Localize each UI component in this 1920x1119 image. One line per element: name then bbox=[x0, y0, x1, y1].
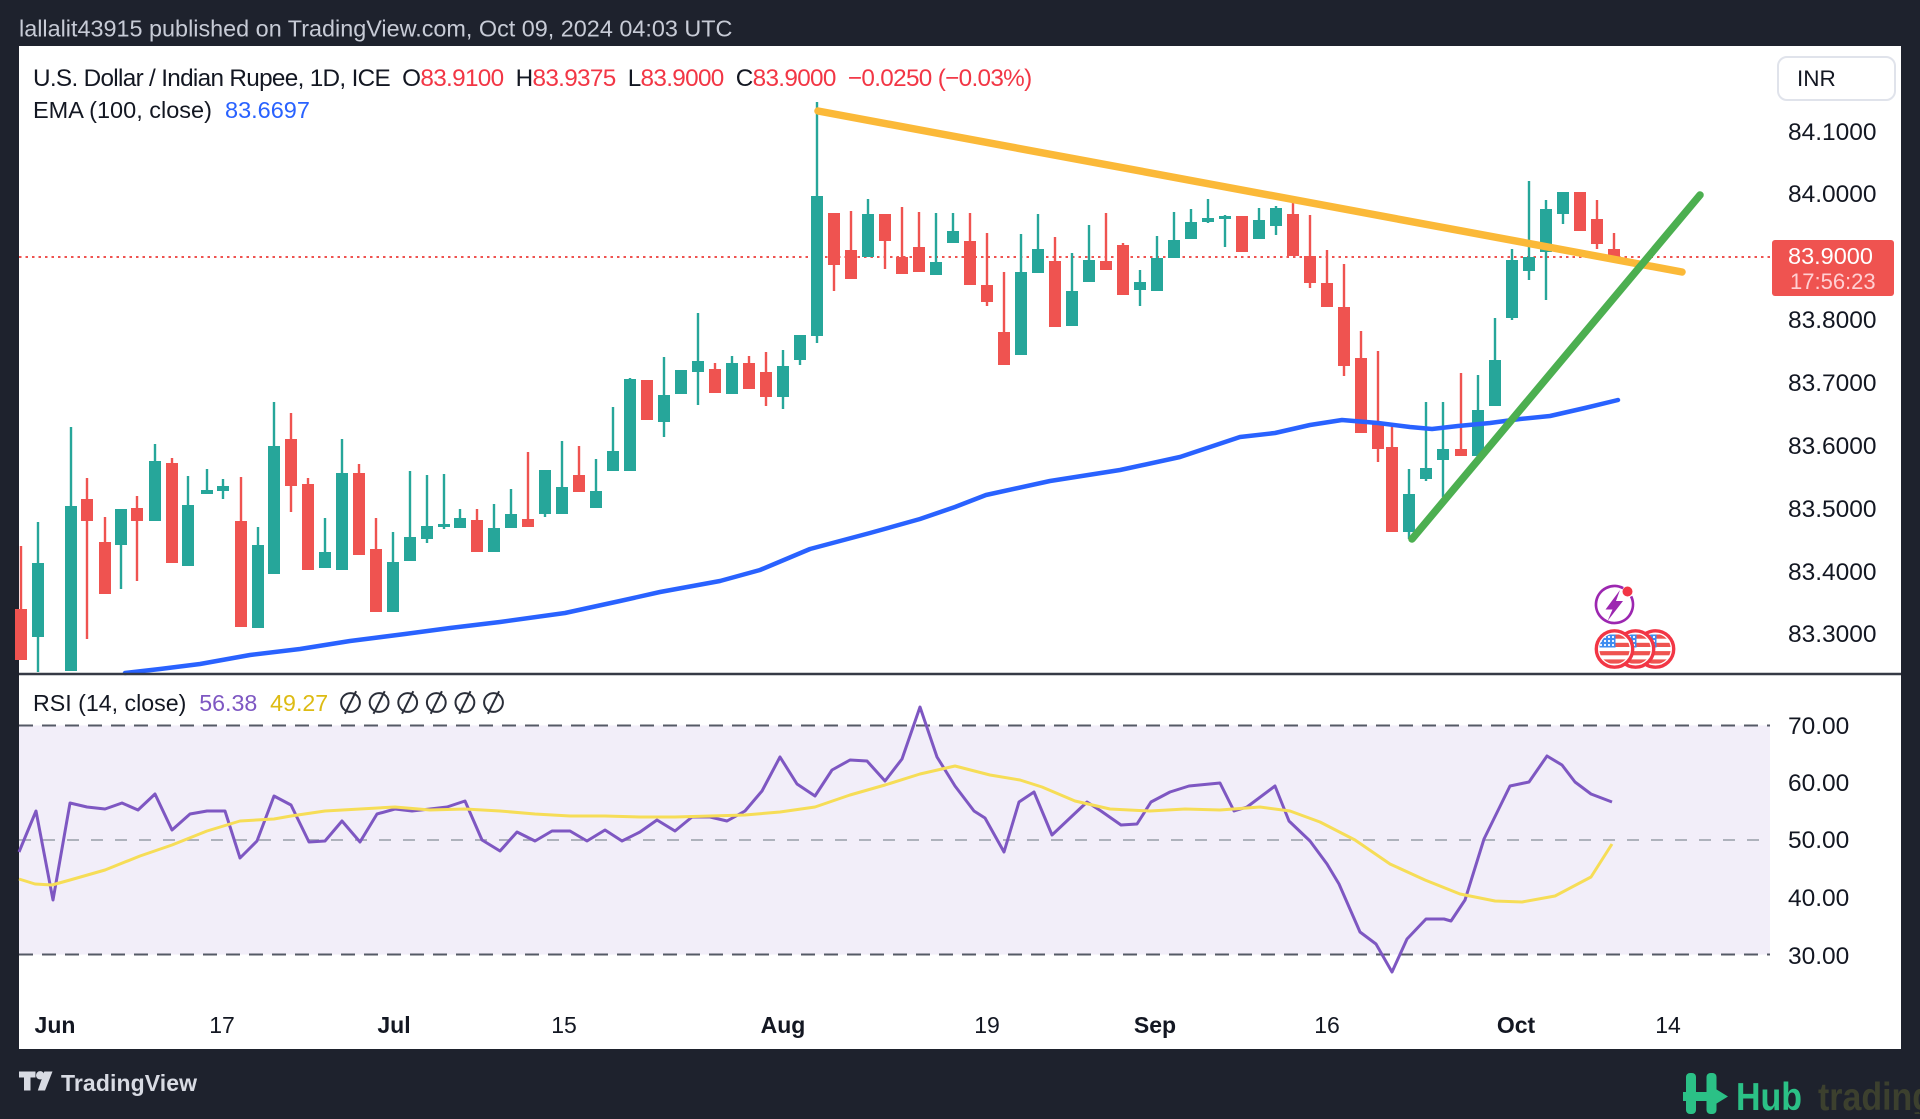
svg-text:Jun: Jun bbox=[35, 1012, 76, 1038]
svg-text:83.5000: 83.5000 bbox=[1788, 496, 1877, 523]
svg-text:83.6000: 83.6000 bbox=[1788, 433, 1877, 460]
svg-text:TradingView: TradingView bbox=[61, 1070, 197, 1096]
svg-text:30.00: 30.00 bbox=[1788, 943, 1849, 970]
svg-text:INR: INR bbox=[1797, 66, 1836, 91]
svg-text:84.1000: 84.1000 bbox=[1788, 119, 1877, 146]
svg-text:83.9000: 83.9000 bbox=[1788, 243, 1873, 269]
svg-text:19: 19 bbox=[974, 1012, 1000, 1038]
svg-text:EMA (100, close) 83.6697: EMA (100, close) 83.6697 bbox=[33, 97, 310, 123]
svg-text:U.S. Dollar / Indian Rupee, 1D: U.S. Dollar / Indian Rupee, 1D, ICE O83.… bbox=[33, 65, 1032, 92]
svg-text:60.00: 60.00 bbox=[1788, 770, 1849, 797]
svg-text:17: 17 bbox=[209, 1012, 235, 1038]
svg-text:15: 15 bbox=[551, 1012, 577, 1038]
svg-text:70.00: 70.00 bbox=[1788, 713, 1849, 740]
svg-text:Jul: Jul bbox=[377, 1012, 410, 1038]
svg-text:83.7000: 83.7000 bbox=[1788, 370, 1877, 397]
svg-text:trading: trading bbox=[1818, 1076, 1920, 1114]
svg-text:50.00: 50.00 bbox=[1788, 827, 1849, 854]
svg-text:lallalit43915 published on Tra: lallalit43915 published on TradingView.c… bbox=[19, 16, 732, 42]
svg-text:16: 16 bbox=[1314, 1012, 1340, 1038]
svg-text:83.3000: 83.3000 bbox=[1788, 621, 1877, 648]
svg-text:83.8000: 83.8000 bbox=[1788, 307, 1877, 334]
svg-text:83.4000: 83.4000 bbox=[1788, 559, 1877, 586]
svg-text:84.0000: 84.0000 bbox=[1788, 181, 1877, 208]
svg-text:Hub: Hub bbox=[1736, 1076, 1802, 1114]
svg-text:Aug: Aug bbox=[761, 1012, 806, 1038]
svg-text:14: 14 bbox=[1655, 1012, 1681, 1038]
svg-text:RSI (14, close) 56.38 49.27: RSI (14, close) 56.38 49.27 bbox=[33, 690, 328, 716]
svg-text:Oct: Oct bbox=[1497, 1012, 1536, 1038]
svg-text:17:56:23: 17:56:23 bbox=[1790, 269, 1876, 294]
svg-text:Sep: Sep bbox=[1134, 1012, 1176, 1038]
svg-text:40.00: 40.00 bbox=[1788, 885, 1849, 912]
